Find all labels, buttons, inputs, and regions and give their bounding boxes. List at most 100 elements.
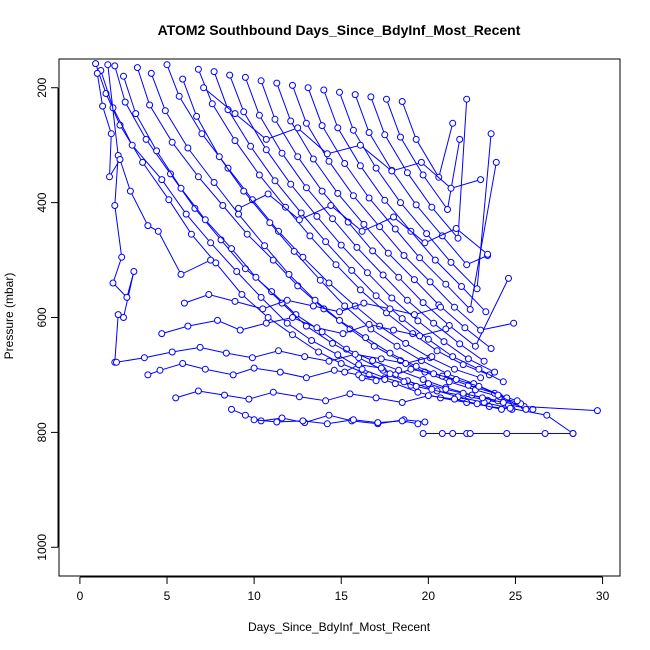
data-point bbox=[287, 180, 295, 188]
y-tick-label: 200 bbox=[35, 77, 49, 97]
data-point bbox=[513, 397, 521, 405]
x-tick-label: 30 bbox=[596, 589, 610, 603]
data-point bbox=[285, 270, 293, 278]
data-point bbox=[200, 84, 208, 92]
data-point bbox=[261, 242, 269, 250]
series-18 bbox=[336, 88, 495, 293]
data-point bbox=[238, 291, 246, 298]
data-point bbox=[184, 144, 192, 152]
data-point bbox=[210, 68, 218, 76]
data-point bbox=[194, 387, 202, 395]
data-point bbox=[123, 293, 131, 301]
data-point bbox=[109, 279, 117, 287]
data-point bbox=[362, 334, 370, 342]
data-point bbox=[351, 91, 359, 99]
series-line bbox=[203, 87, 481, 189]
data-point bbox=[229, 371, 237, 379]
data-point bbox=[158, 330, 166, 338]
data-point bbox=[403, 296, 411, 304]
data-point bbox=[498, 405, 505, 413]
series-line bbox=[323, 89, 487, 313]
data-point bbox=[193, 112, 201, 120]
data-point bbox=[235, 210, 242, 218]
data-point bbox=[248, 354, 256, 362]
data-point bbox=[327, 202, 335, 209]
data-point bbox=[397, 133, 404, 141]
data-point bbox=[262, 135, 270, 143]
data-point bbox=[379, 271, 387, 279]
data-point bbox=[433, 347, 441, 355]
series-35 bbox=[200, 84, 485, 192]
data-point bbox=[224, 106, 232, 114]
series-9 bbox=[194, 65, 493, 379]
data-point bbox=[372, 292, 380, 300]
data-point bbox=[355, 361, 363, 369]
data-point bbox=[386, 370, 394, 378]
data-point bbox=[207, 239, 215, 247]
data-point bbox=[475, 382, 483, 390]
data-point bbox=[341, 302, 349, 310]
data-point bbox=[177, 270, 185, 278]
x-tick-label: 15 bbox=[335, 589, 349, 603]
data-point bbox=[144, 222, 152, 230]
data-point bbox=[323, 150, 331, 158]
data-point bbox=[466, 306, 474, 313]
data-point bbox=[146, 101, 154, 109]
data-point bbox=[353, 243, 361, 251]
data-point bbox=[339, 330, 347, 338]
data-point bbox=[294, 124, 302, 132]
data-point bbox=[398, 399, 406, 406]
data-point bbox=[386, 305, 394, 313]
data-point bbox=[191, 204, 199, 212]
data-point bbox=[337, 241, 345, 249]
data-point bbox=[139, 158, 147, 166]
data-point bbox=[451, 365, 458, 373]
data-point bbox=[116, 156, 124, 163]
y-tick-label: 400 bbox=[35, 192, 49, 212]
data-point bbox=[487, 130, 495, 138]
data-point bbox=[142, 135, 150, 143]
data-point bbox=[241, 265, 249, 273]
data-point bbox=[346, 390, 354, 398]
data-point bbox=[233, 268, 241, 275]
data-point bbox=[241, 411, 249, 419]
data-point bbox=[402, 339, 410, 347]
data-point bbox=[466, 430, 474, 437]
data-point bbox=[322, 397, 330, 405]
data-point bbox=[499, 399, 507, 406]
data-point bbox=[257, 293, 265, 301]
data-point bbox=[271, 177, 279, 185]
data-point bbox=[219, 202, 227, 209]
data-point bbox=[120, 314, 127, 321]
data-point bbox=[449, 353, 457, 361]
data-point bbox=[113, 358, 120, 366]
data-point bbox=[349, 126, 357, 134]
data-point bbox=[276, 368, 284, 376]
data-point bbox=[414, 317, 422, 325]
data-point bbox=[107, 130, 115, 138]
data-point bbox=[386, 349, 394, 357]
data-point bbox=[309, 155, 317, 163]
data-point bbox=[492, 158, 500, 166]
data-point bbox=[419, 171, 427, 179]
data-point bbox=[475, 365, 483, 373]
data-point bbox=[99, 102, 107, 110]
data-point bbox=[114, 311, 122, 319]
data-point bbox=[407, 365, 415, 373]
data-point bbox=[92, 60, 100, 68]
data-point bbox=[201, 216, 209, 224]
data-point bbox=[402, 360, 410, 367]
series-25 bbox=[172, 387, 505, 413]
data-point bbox=[444, 370, 451, 378]
data-point bbox=[444, 206, 451, 213]
data-point bbox=[106, 173, 113, 181]
data-point bbox=[377, 364, 385, 372]
series-line bbox=[276, 82, 492, 349]
data-point bbox=[289, 331, 296, 339]
series-line bbox=[361, 373, 504, 403]
data-point bbox=[299, 417, 307, 425]
data-point bbox=[235, 204, 242, 212]
data-point bbox=[412, 382, 420, 390]
data-point bbox=[175, 92, 183, 100]
data-point bbox=[398, 98, 406, 105]
